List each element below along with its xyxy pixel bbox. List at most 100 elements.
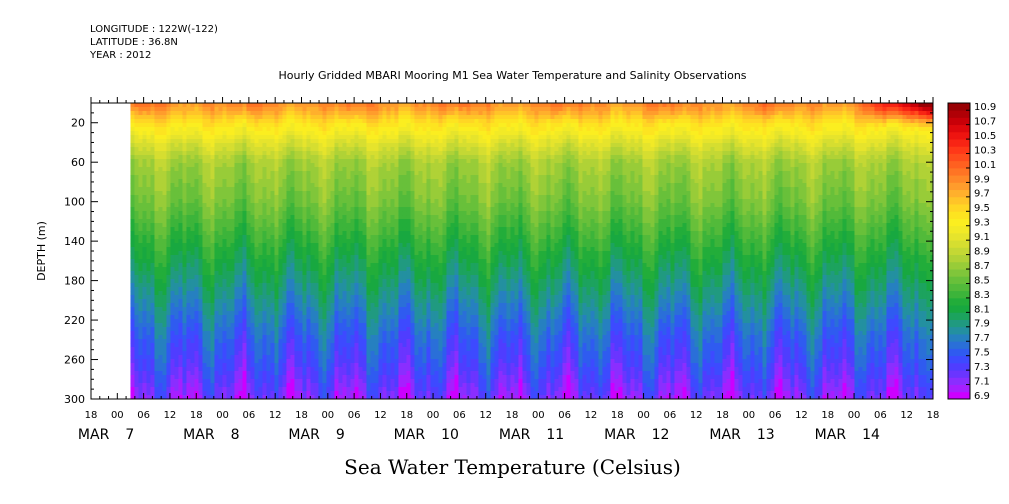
heatmap-cell (334, 167, 339, 172)
heatmap-cell (386, 103, 391, 108)
heatmap-cell (210, 383, 215, 388)
heatmap-cell (146, 131, 151, 136)
heatmap-cell (150, 183, 155, 188)
heatmap-cell (134, 311, 139, 316)
heatmap-cell (262, 167, 267, 172)
heatmap-cell (326, 271, 331, 276)
heatmap-cell (242, 183, 247, 188)
heatmap-cell (354, 239, 359, 244)
heatmap-cell (238, 311, 243, 316)
heatmap-cell (214, 355, 219, 360)
heatmap-cell (302, 383, 307, 388)
heatmap-cell (226, 131, 231, 136)
heatmap-cell (238, 155, 243, 160)
heatmap-cell (146, 239, 151, 244)
heatmap-cell (394, 359, 399, 364)
heatmap-cell (282, 199, 287, 204)
heatmap-cell (246, 239, 251, 244)
heatmap-cell (198, 235, 203, 240)
heatmap-cell (206, 323, 211, 328)
heatmap-cell (306, 147, 311, 152)
heatmap-cell (190, 123, 195, 128)
heatmap-cell (390, 171, 395, 176)
heatmap-cell (378, 315, 383, 320)
heatmap-cell (162, 223, 167, 228)
heatmap-cell (378, 207, 383, 212)
heatmap-cell (162, 339, 167, 344)
heatmap-cell (394, 151, 399, 156)
heatmap-cell (158, 391, 163, 396)
heatmap-cell (398, 139, 403, 144)
heatmap-cell (186, 115, 191, 120)
heatmap-cell (158, 151, 163, 156)
heatmap-cell (382, 251, 387, 256)
heatmap-cell (246, 283, 251, 288)
heatmap-cell (338, 171, 343, 176)
heatmap-cell (166, 163, 171, 168)
heatmap-cell (150, 271, 155, 276)
heatmap-cell (214, 143, 219, 148)
heatmap-cell (310, 391, 315, 396)
heatmap-cell (242, 263, 247, 268)
heatmap-cell (190, 107, 195, 112)
heatmap-cell (294, 223, 299, 228)
heatmap-cell (294, 235, 299, 240)
heatmap-cell (342, 135, 347, 140)
heatmap-cell (262, 287, 267, 292)
heatmap-cell (222, 279, 227, 284)
heatmap-cell (330, 207, 335, 212)
heatmap-cell (358, 367, 363, 372)
heatmap-cell (170, 379, 175, 384)
heatmap-cell (230, 159, 235, 164)
heatmap-cell (174, 355, 179, 360)
heatmap-cell (214, 179, 219, 184)
heatmap-cell (390, 107, 395, 112)
heatmap-cell (170, 355, 175, 360)
heatmap-cell (182, 239, 187, 244)
heatmap-cell (206, 159, 211, 164)
heatmap-cell (274, 359, 279, 364)
heatmap-cell (294, 139, 299, 144)
heatmap-cell (134, 115, 139, 120)
heatmap-cell (206, 283, 211, 288)
heatmap-cell (238, 247, 243, 252)
heatmap-cell (186, 239, 191, 244)
heatmap-cell (170, 263, 175, 268)
heatmap-cell (226, 175, 231, 180)
heatmap-cell (366, 327, 371, 332)
heatmap-cell (234, 275, 239, 280)
heatmap-cell (342, 331, 347, 336)
heatmap-cell (146, 371, 151, 376)
heatmap-cell (354, 271, 359, 276)
heatmap-cell (134, 387, 139, 392)
heatmap-cell (370, 123, 375, 128)
heatmap-cell (290, 207, 295, 212)
heatmap-cell (318, 127, 323, 132)
heatmap-cell (306, 219, 311, 224)
heatmap-cell (298, 331, 303, 336)
heatmap-cell (286, 299, 291, 304)
heatmap-cell (174, 295, 179, 300)
heatmap-cell (130, 135, 135, 140)
heatmap-cell (374, 223, 379, 228)
heatmap-cell (350, 187, 355, 192)
heatmap-cell (322, 311, 327, 316)
heatmap-cell (306, 211, 311, 216)
heatmap-cell (130, 231, 135, 236)
heatmap-cell (318, 279, 323, 284)
heatmap-cell (290, 147, 295, 152)
heatmap-cell (250, 371, 255, 376)
heatmap-cell (182, 271, 187, 276)
heatmap-cell (190, 215, 195, 220)
heatmap-cell (338, 347, 343, 352)
heatmap-cell (222, 151, 227, 156)
heatmap-cell (130, 219, 135, 224)
heatmap-cell (326, 311, 331, 316)
heatmap-cell (350, 335, 355, 340)
heatmap-cell (174, 219, 179, 224)
heatmap-cell (174, 235, 179, 240)
heatmap-cell (158, 263, 163, 268)
heatmap-cell (146, 359, 151, 364)
heatmap-cell (390, 123, 395, 128)
heatmap-cell (182, 235, 187, 240)
